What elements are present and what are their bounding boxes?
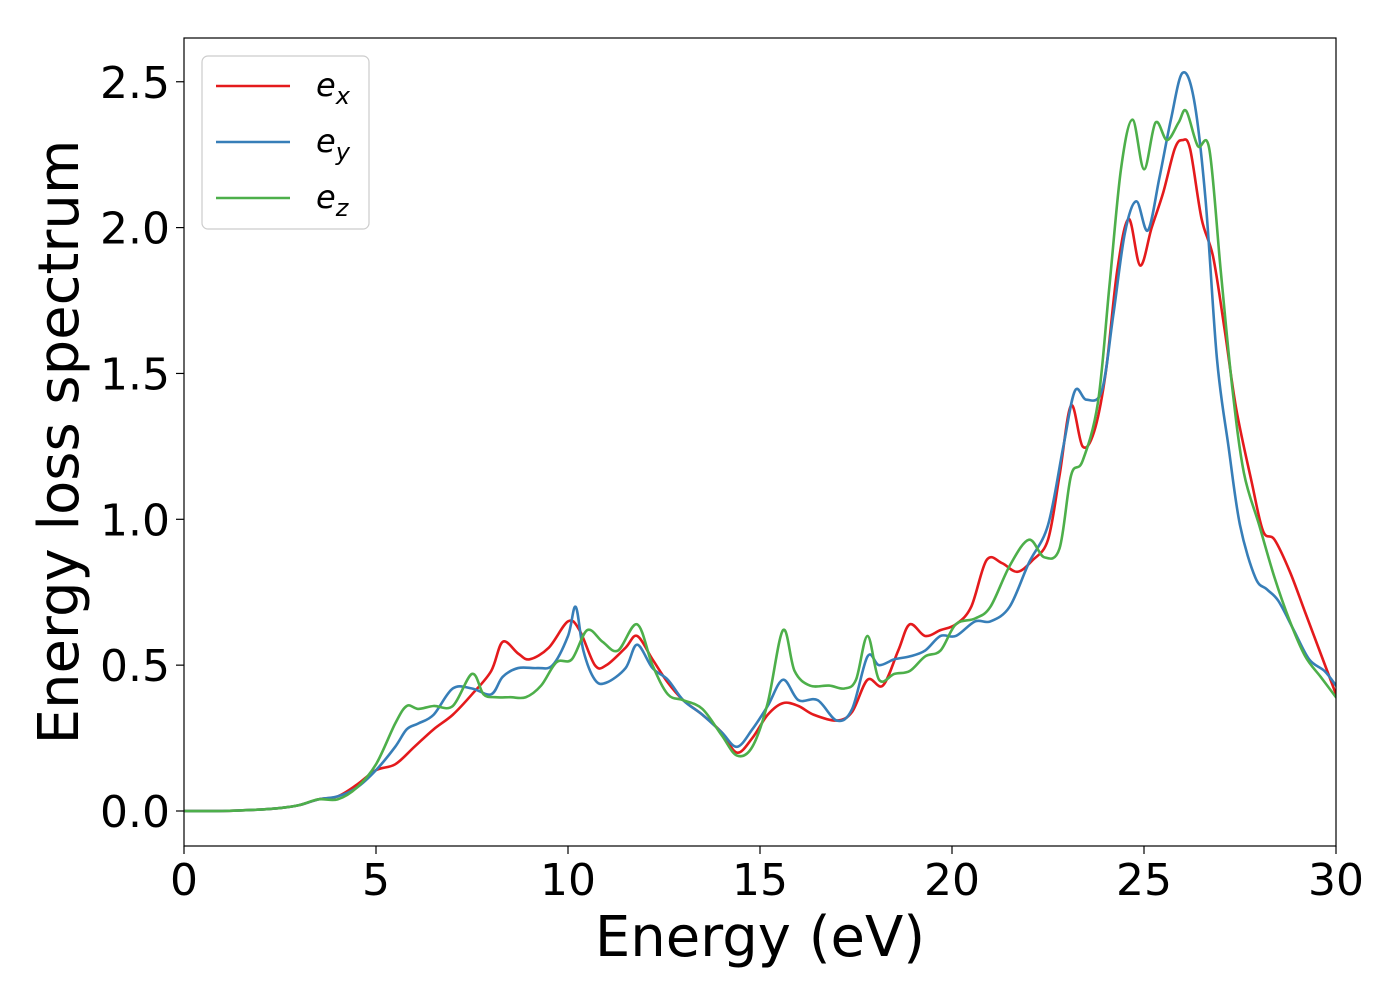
x-tick-label: 10	[540, 855, 596, 906]
series-line-x	[184, 138, 1336, 813]
legend-label-subscript: z	[335, 194, 350, 222]
y-axis-title: Energy loss spectrum	[27, 140, 92, 745]
y-tick-label: 0.5	[100, 641, 170, 692]
y-tick-label: 1.0	[100, 495, 170, 546]
y-tick-label: 0.0	[100, 787, 170, 838]
x-tick-label: 15	[732, 855, 788, 906]
y-tick-label: 2.5	[100, 58, 170, 109]
legend-label-subscript: x	[335, 82, 351, 110]
x-tick-label: 5	[362, 855, 390, 906]
x-tick-label: 25	[1116, 855, 1172, 906]
legend-label-y: ey	[316, 122, 351, 166]
legend-label-subscript: y	[335, 138, 351, 166]
x-tick-label: 20	[924, 855, 980, 906]
series-line-z	[184, 108, 1336, 813]
y-tick-label: 1.5	[100, 349, 170, 400]
x-axis-title: Energy (eV)	[595, 905, 925, 970]
series-lines	[184, 70, 1336, 813]
x-tick-label: 30	[1308, 855, 1364, 906]
plot-area	[184, 70, 1336, 813]
axes: 0 5 10 15 20 25 30 0.0 0.5 1.0 1.5 2.0 2.5 Energy (eV…	[27, 37, 1364, 970]
series-line-y	[184, 70, 1336, 813]
x-tick-label: 0	[170, 855, 198, 906]
y-tick-label: 2.0	[100, 204, 170, 255]
